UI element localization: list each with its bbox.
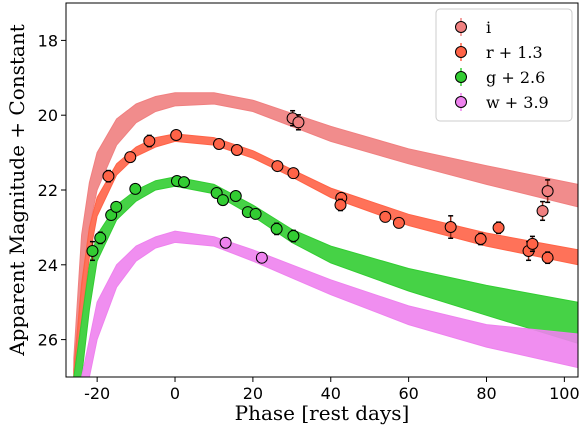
model-band [73,133,578,377]
data-point [526,237,539,250]
data-point [229,189,242,202]
data-point [270,222,283,235]
data-point [334,198,347,211]
legend-label: w + 3.9 [486,93,549,112]
legend: i r + 1.3 g + 2.6 w + 3.9 [435,8,573,122]
y-tick-label: 22 [38,181,58,200]
data-point [219,236,232,249]
y-tick-label: 18 [38,31,58,50]
data-point [474,232,487,245]
data-point [102,170,115,183]
data-point [216,194,229,207]
data-point [86,244,99,257]
data-point [230,143,243,156]
data-point [255,251,268,264]
data-point [287,167,300,180]
data-point [213,137,226,150]
observations [86,109,554,265]
data-point [129,182,142,195]
x-tick-label: 100 [549,384,580,403]
data-point [379,210,392,223]
data-point [124,151,137,164]
data-point [541,251,554,264]
data-point [271,160,284,173]
y-tick-label: 24 [38,256,58,275]
data-point [249,207,262,220]
y-axis-label: Apparent Magnitude + Constant [5,24,29,357]
legend-marker [455,46,467,58]
data-point [536,204,549,217]
legend-marker [455,96,467,108]
y-tick-label: 26 [38,331,58,350]
data-point [143,135,156,148]
x-tick-label: 80 [476,384,496,403]
legend-label: r + 1.3 [486,43,543,62]
data-point [287,230,300,243]
x-tick-label: 0 [170,384,180,403]
data-point [170,129,183,142]
x-tick-label: 40 [321,384,341,403]
data-point [292,116,305,129]
y-tick-label: 20 [38,106,58,125]
x-tick-label: -20 [84,384,110,403]
data-point [541,185,554,198]
x-axis-label: Phase [rest days] [235,401,410,425]
data-point [392,216,405,229]
legend-marker [455,21,467,33]
x-tick-label: 60 [398,384,418,403]
legend-marker [455,71,467,83]
data-point [444,221,457,234]
x-tick-label: 20 [243,384,263,403]
legend-label: g + 2.6 [486,68,545,87]
data-point [110,200,123,213]
model-band [73,230,578,377]
model-band [73,92,578,377]
data-point [492,221,505,234]
data-point [94,231,107,244]
legend-label: i [486,18,491,37]
data-point [177,176,190,189]
legend-box [435,8,573,122]
